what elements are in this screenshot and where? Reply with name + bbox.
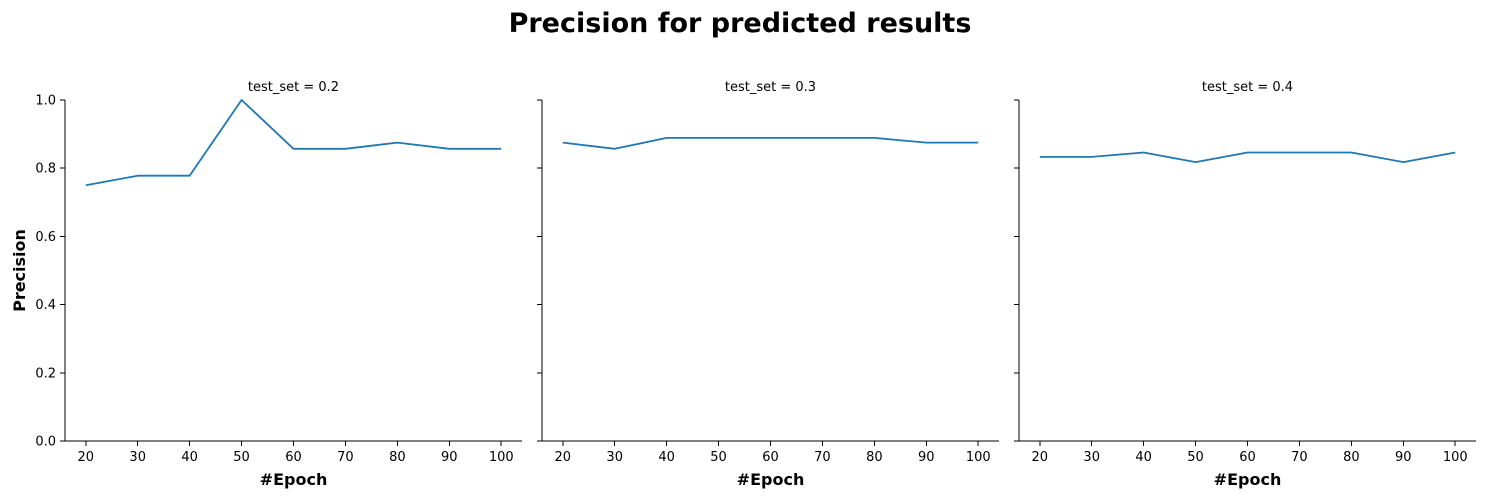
x-tick-label: 30 [1083, 450, 1100, 465]
x-tick-label: 40 [1135, 450, 1152, 465]
x-tick-label: 40 [181, 450, 198, 465]
x-tick-label: 70 [337, 450, 354, 465]
x-tick-label: 90 [1395, 450, 1412, 465]
precision-line [1039, 151, 1456, 164]
precision-line [85, 99, 502, 187]
y-tick-label: 0.0 [35, 435, 56, 450]
x-tick-label: 90 [441, 450, 458, 465]
x-tick-label: 100 [1443, 450, 1468, 465]
facet-panel-1: test_set = 0.2 0.0 0.2 0.4 0.6 0.8 1.0 20 30 40 50… [10, 80, 522, 489]
facet-grid: test_set = 0.2 0.0 0.2 0.4 0.6 0.8 1.0 20 30 40 50… [10, 80, 1476, 489]
x-tick-label: 100 [966, 450, 991, 465]
x-tick-label: 100 [489, 450, 514, 465]
y-tick-label: 0.2 [35, 366, 56, 381]
x-tick-label: 80 [389, 450, 406, 465]
facet-panel-3: test_set = 0.4 20 30 40 50 60 70 80 90 100 #Epoch [1014, 80, 1476, 489]
x-tick-label: 60 [1239, 450, 1256, 465]
y-tick-label: 0.4 [35, 298, 56, 313]
x-tick-label: 70 [1291, 450, 1308, 465]
precision-line [562, 136, 979, 150]
facet-title: test_set = 0.3 [725, 80, 816, 95]
facet-title: test_set = 0.2 [248, 80, 339, 95]
facet-panel-2: test_set = 0.3 20 30 40 50 60 70 80 90 100 #Epoch [537, 80, 999, 489]
x-tick-label: 30 [129, 450, 146, 465]
x-tick-label: 50 [1187, 450, 1204, 465]
figure-title: Precision for predicted results [509, 8, 972, 39]
x-tick-label: 30 [606, 450, 623, 465]
y-tick-label: 0.8 [35, 162, 56, 177]
x-tick-label: 90 [918, 450, 935, 465]
y-tick-label: 1.0 [35, 94, 56, 109]
x-tick-label: 80 [866, 450, 883, 465]
facet-title: test_set = 0.4 [1202, 80, 1293, 95]
x-tick-label: 70 [814, 450, 831, 465]
x-axis-label: #Epoch [260, 470, 328, 489]
x-tick-label: 20 [1031, 450, 1048, 465]
x-axis-label: #Epoch [737, 470, 805, 489]
x-tick-label: 50 [710, 450, 727, 465]
x-tick-label: 50 [233, 450, 250, 465]
x-tick-label: 20 [77, 450, 94, 465]
x-tick-label: 20 [554, 450, 571, 465]
x-tick-label: 80 [1343, 450, 1360, 465]
x-tick-label: 40 [658, 450, 675, 465]
x-tick-label: 60 [285, 450, 302, 465]
y-axis-label: Precision [10, 229, 29, 312]
x-tick-label: 60 [762, 450, 779, 465]
x-axis-label: #Epoch [1214, 470, 1282, 489]
y-tick-label: 0.6 [35, 230, 56, 245]
